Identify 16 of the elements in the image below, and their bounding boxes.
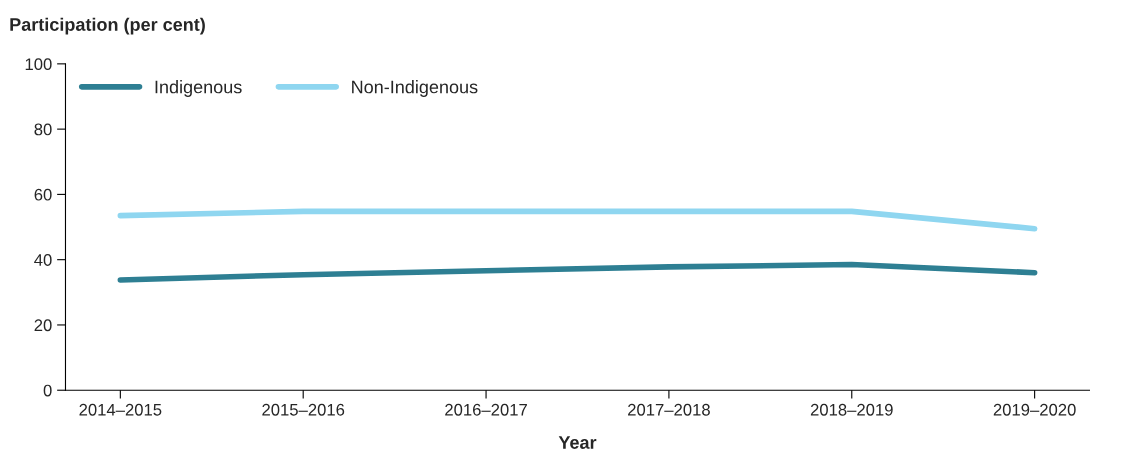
y-tick-label: 0	[43, 384, 52, 397]
x-axis-title: Year	[558, 436, 597, 449]
y-tick-label: 40	[34, 254, 52, 266]
x-tick-label: 2017–2018	[628, 403, 710, 416]
x-tick-label: 2018–2019	[810, 403, 893, 416]
legend-label: Non-Indigenous	[352, 80, 478, 97]
x-tick-label: 2015–2016	[262, 403, 345, 416]
y-tick-label: 100	[25, 58, 52, 71]
x-tick-label: 2016–2017	[445, 403, 527, 416]
y-tick-label: 80	[34, 123, 52, 136]
y-tick-label: 20	[34, 319, 52, 332]
legend-label: Indigenous	[155, 80, 242, 97]
x-tick-label: 2019–2020	[993, 403, 1076, 416]
y-axis-title: Participation (per cent)	[10, 17, 205, 35]
x-tick-label: 2014–2015	[79, 403, 162, 416]
y-tick-label: 60	[34, 188, 52, 201]
